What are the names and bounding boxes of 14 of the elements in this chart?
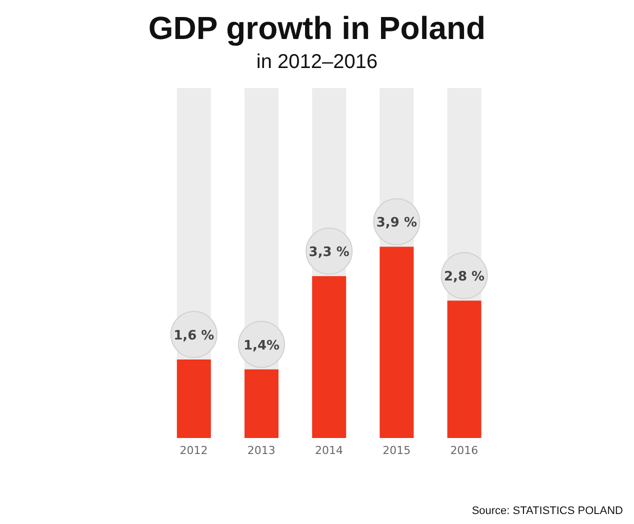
bar: [176, 360, 211, 438]
data-label: 3,9 %: [376, 216, 417, 231]
data-label: 3,3 %: [308, 245, 350, 260]
x-tick-label: 2016: [450, 444, 478, 457]
x-tick-label: 2014: [315, 444, 343, 457]
source-note: Source: STATISTICS POLAND: [468, 504, 626, 518]
chart-title: GDP growth in Poland: [147, 9, 487, 47]
x-tick-label: 2015: [382, 444, 411, 457]
data-label: 1,4%: [243, 338, 280, 354]
data-label: 1,6 %: [174, 328, 214, 344]
chart-subtitle: in 2012–2016: [255, 51, 379, 74]
x-tick-label: 2012: [180, 444, 208, 457]
data-label: 2,8 %: [444, 270, 485, 285]
x-tick-label: 2013: [247, 444, 276, 457]
